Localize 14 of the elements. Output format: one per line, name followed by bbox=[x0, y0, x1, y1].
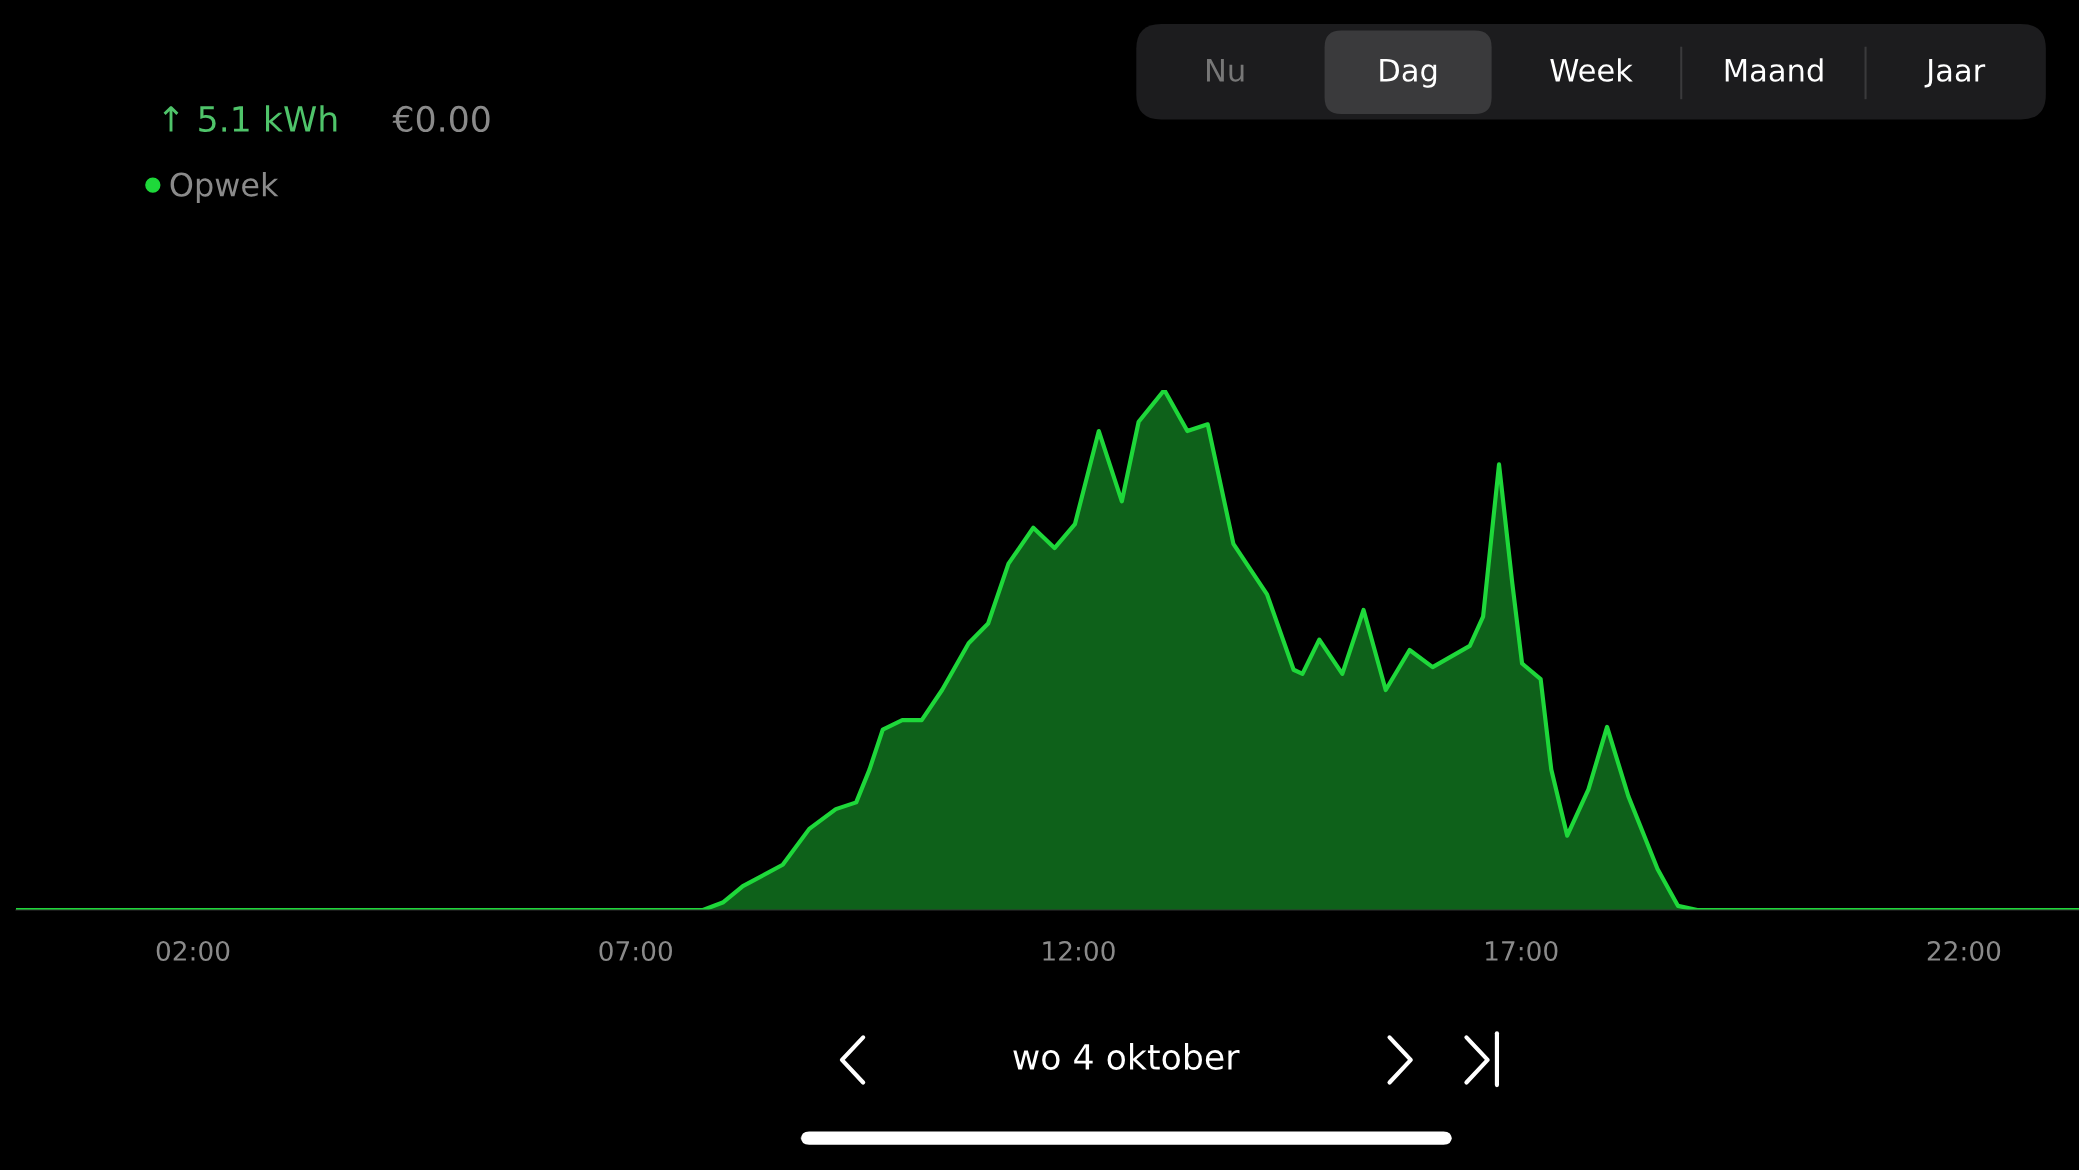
x-tick-label: 17:00 bbox=[1486, 941, 1558, 961]
legend-label: Opwek bbox=[170, 171, 279, 203]
text: Nu bbox=[1207, 59, 1244, 82]
x-tick-label: 12:00 bbox=[1043, 941, 1115, 961]
x-tick-label: 02:00 bbox=[156, 941, 230, 961]
text: Jaar bbox=[1924, 59, 1986, 88]
text: ↑ 5.1 kWh bbox=[163, 105, 337, 133]
text: Week bbox=[1550, 58, 1633, 82]
x-tick-label: 22:00 bbox=[1927, 941, 2001, 961]
x-tick-label: 07:00 bbox=[599, 941, 672, 961]
text: wo 4 oktober bbox=[1013, 1043, 1240, 1070]
text: Maand bbox=[1725, 58, 1823, 82]
text: €0.00 bbox=[392, 105, 490, 133]
text: Dag bbox=[1380, 59, 1437, 88]
